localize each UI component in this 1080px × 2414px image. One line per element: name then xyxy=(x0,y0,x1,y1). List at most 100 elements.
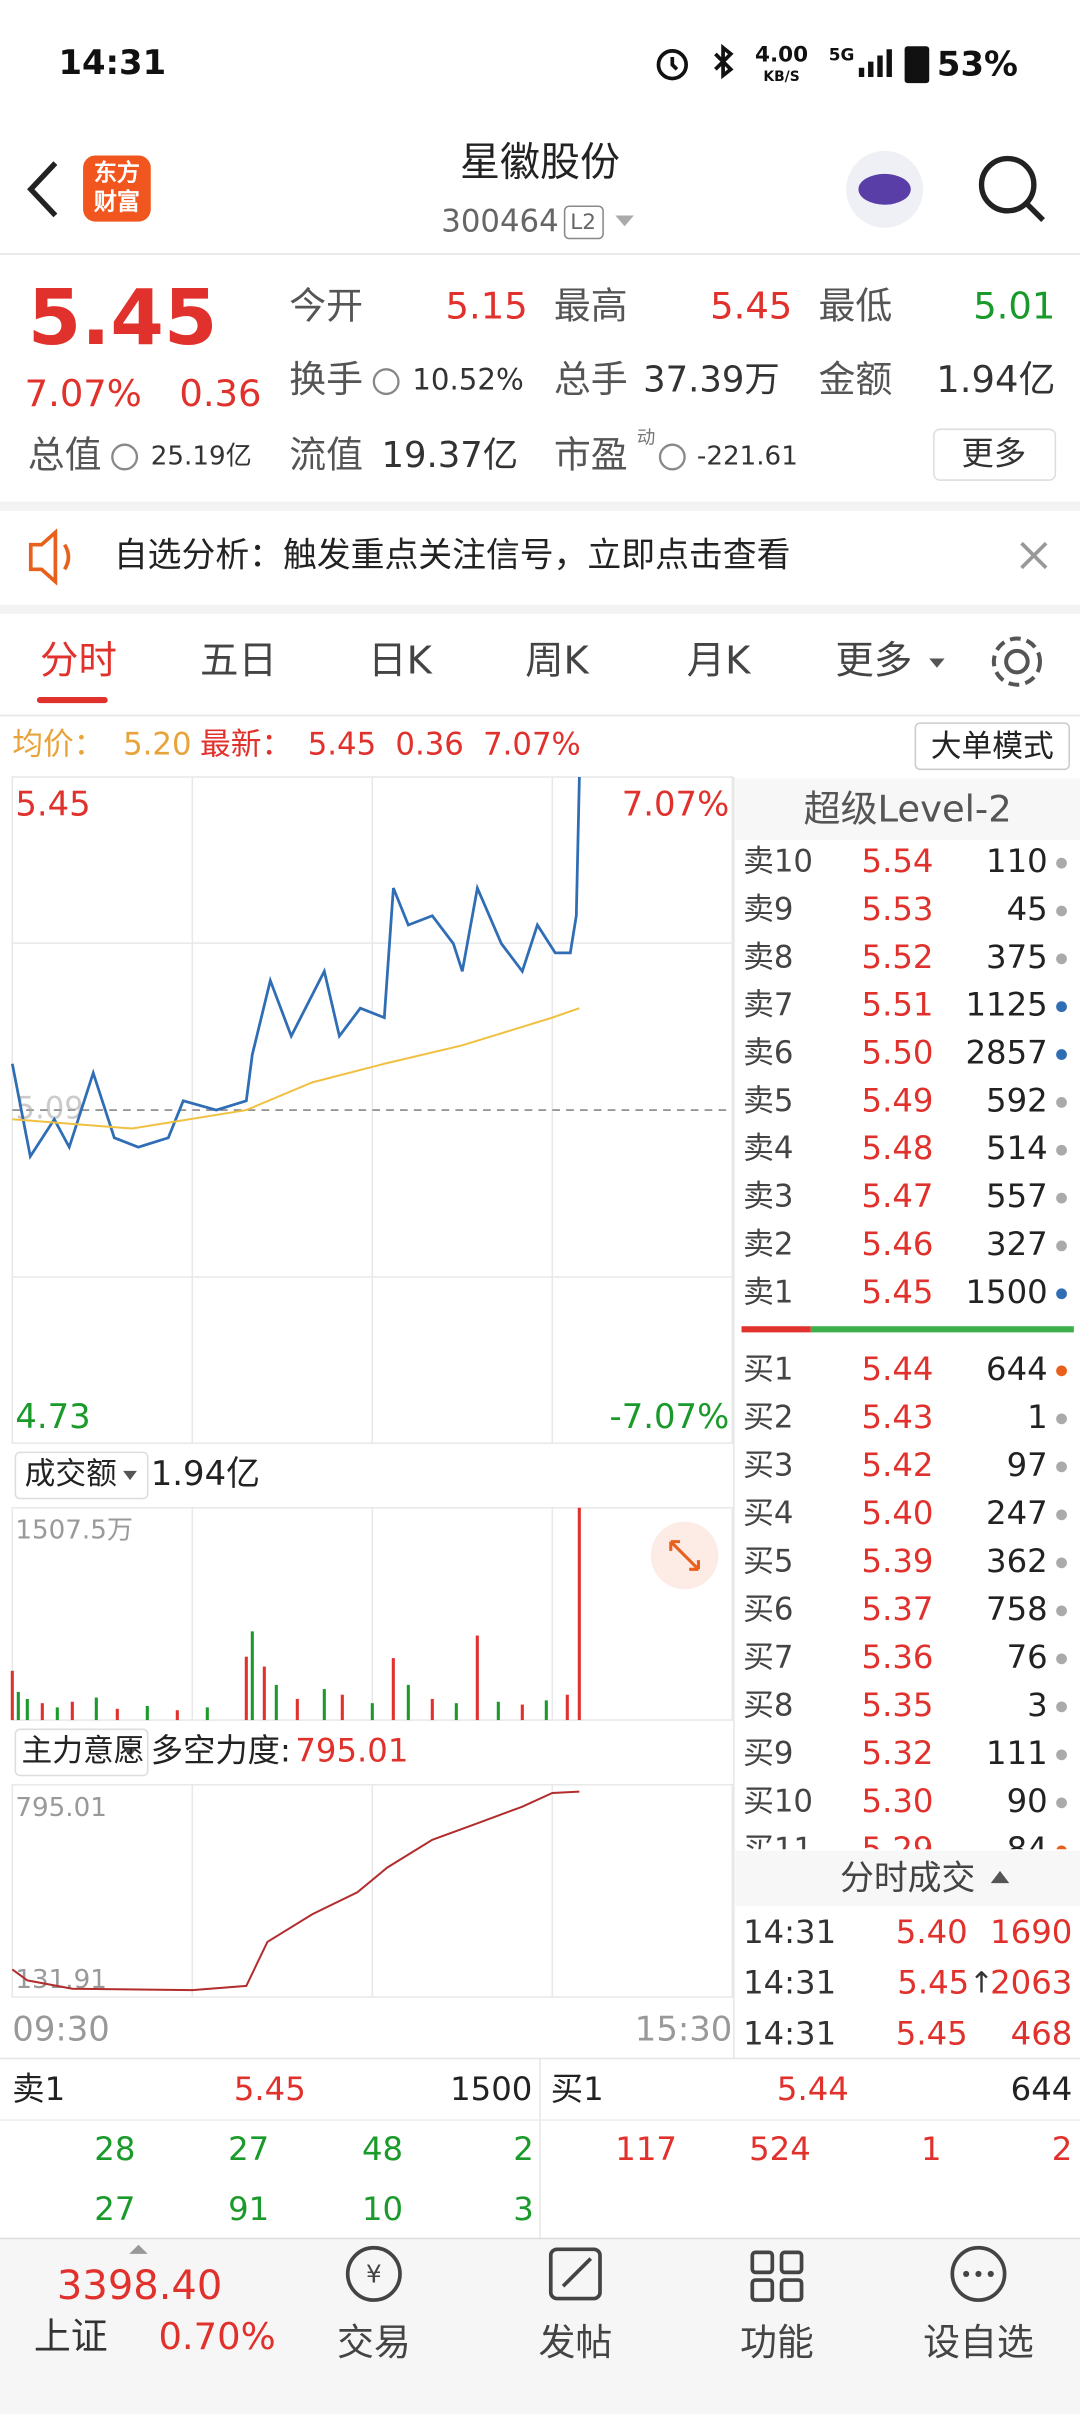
search-button[interactable] xyxy=(978,155,1045,222)
volume-bar xyxy=(544,1700,548,1721)
book-volume: 76 xyxy=(1007,1638,1048,1676)
nav-item[interactable]: 发帖 xyxy=(538,2321,612,2364)
price: 5.45 xyxy=(28,274,218,363)
collapse-icon[interactable] xyxy=(990,1870,1010,1884)
book-label: 卖8 xyxy=(743,939,793,975)
avatar-face xyxy=(858,173,911,205)
mode-button[interactable] xyxy=(914,722,1070,771)
nav-icons xyxy=(345,2245,1007,2302)
book-volume: 111 xyxy=(986,1734,1048,1772)
trades-header xyxy=(735,1850,1080,1907)
book-price: 5.52 xyxy=(862,938,934,976)
book-volume: 375 xyxy=(986,938,1048,976)
volume-selector[interactable] xyxy=(14,1451,149,1500)
book-dot xyxy=(1056,1192,1067,1204)
book-label: 卖10 xyxy=(743,844,813,880)
book-dot xyxy=(1056,1049,1067,1060)
buy-count: 2 xyxy=(1052,2130,1073,2168)
more-button[interactable] xyxy=(933,428,1057,481)
tab[interactable]: 月K xyxy=(687,639,752,684)
field-label: 总手 xyxy=(554,358,628,401)
dropdown-icon xyxy=(123,1747,137,1757)
dropdown-icon[interactable] xyxy=(615,215,634,227)
info-change: 0.36 xyxy=(395,727,463,763)
sell-count: 10 xyxy=(362,2190,403,2228)
book-volume: 362 xyxy=(986,1542,1048,1580)
sell-label: 卖1 xyxy=(12,2070,65,2108)
trade-price: 5.40 xyxy=(896,1913,968,1951)
volume-bar xyxy=(205,1707,209,1721)
nav-item[interactable]: 交易 xyxy=(337,2321,411,2364)
change-pct: 7.07% xyxy=(25,372,142,415)
tab[interactable]: 日K xyxy=(368,639,433,684)
network-type: 5G xyxy=(829,44,855,64)
y2-tick-label: -7.07% xyxy=(610,1397,730,1436)
indicator-selector[interactable] xyxy=(14,1728,149,1777)
field-value: 25.19亿 xyxy=(151,441,252,471)
dropdown-icon xyxy=(929,658,945,668)
pe-badge: 动 xyxy=(637,428,655,449)
stock-code: 300464 xyxy=(441,204,558,240)
book-label: 买2 xyxy=(743,1399,793,1435)
clock: 14:31 xyxy=(58,43,166,82)
level2-title: 超级Level-2 xyxy=(804,787,1012,830)
y-tick-label: 795.01 xyxy=(15,1793,106,1823)
book-label: 买5 xyxy=(743,1543,793,1579)
book-price: 5.44 xyxy=(862,1350,934,1388)
book-price: 5.53 xyxy=(862,890,934,928)
speaker-icon xyxy=(28,528,71,586)
book-price: 5.51 xyxy=(862,986,934,1024)
book-label: 卖6 xyxy=(743,1035,793,1071)
nav-item[interactable]: 功能 xyxy=(740,2321,814,2364)
nav-item[interactable]: 设自选 xyxy=(923,2321,1034,2364)
volume-bar xyxy=(40,1703,44,1721)
book-dot xyxy=(1056,1001,1067,1013)
ask-bar xyxy=(741,1326,811,1333)
field-label: 今开 xyxy=(289,284,363,327)
settings-button[interactable] xyxy=(991,636,1042,687)
y-tick-label: 5.45 xyxy=(15,785,90,824)
book-price: 5.37 xyxy=(862,1590,934,1628)
info-avg-label: 均价： xyxy=(12,727,104,763)
logo-text: 财富 xyxy=(94,189,140,216)
book-price: 5.35 xyxy=(862,1686,934,1724)
trade-time: 14:31 xyxy=(743,1964,836,2002)
bottom-nav xyxy=(0,2238,1080,2414)
tab[interactable]: 更多 xyxy=(835,639,912,684)
indicator-label: 主力意愿 xyxy=(22,1733,145,1769)
book-label: 买10 xyxy=(743,1783,813,1819)
metric-label: 多空力度: xyxy=(151,1731,291,1769)
index-name: 上证 xyxy=(34,2315,108,2358)
tab[interactable]: 周K xyxy=(525,639,590,684)
sell-count: 27 xyxy=(228,2130,269,2168)
book-dot xyxy=(1056,1605,1067,1617)
line xyxy=(12,1007,580,1130)
line xyxy=(10,776,581,1161)
book-price: 5.32 xyxy=(862,1734,934,1772)
close-button[interactable] xyxy=(1020,541,1048,570)
book-label: 买9 xyxy=(743,1735,793,1771)
book-dot xyxy=(1056,1240,1067,1252)
mode-label: 大单模式 xyxy=(931,728,1054,764)
field-label: 最低 xyxy=(818,284,892,327)
book-price: 5.47 xyxy=(862,1177,934,1215)
status-icons xyxy=(656,43,892,81)
tab[interactable]: 五日 xyxy=(200,639,277,684)
expand-index[interactable] xyxy=(129,2244,148,2254)
tab[interactable]: 分时 xyxy=(40,639,117,684)
field-label: 市盈 xyxy=(554,434,628,477)
book-dot xyxy=(1056,1097,1067,1108)
sell-count: 28 xyxy=(94,2130,135,2168)
volume-bar xyxy=(16,1691,20,1721)
book-dot xyxy=(1056,857,1067,869)
field-label: 总值 xyxy=(28,434,102,477)
line xyxy=(11,1790,580,1992)
notice-text: 自选分析：触发重点关注信号，立即点击查看 xyxy=(114,536,791,575)
volume-bar xyxy=(496,1701,500,1721)
field-value: 1.94亿 xyxy=(936,358,1055,401)
level-badge xyxy=(563,205,604,240)
trades-title: 分时成交 xyxy=(840,1859,975,1898)
back-button[interactable] xyxy=(27,161,58,218)
